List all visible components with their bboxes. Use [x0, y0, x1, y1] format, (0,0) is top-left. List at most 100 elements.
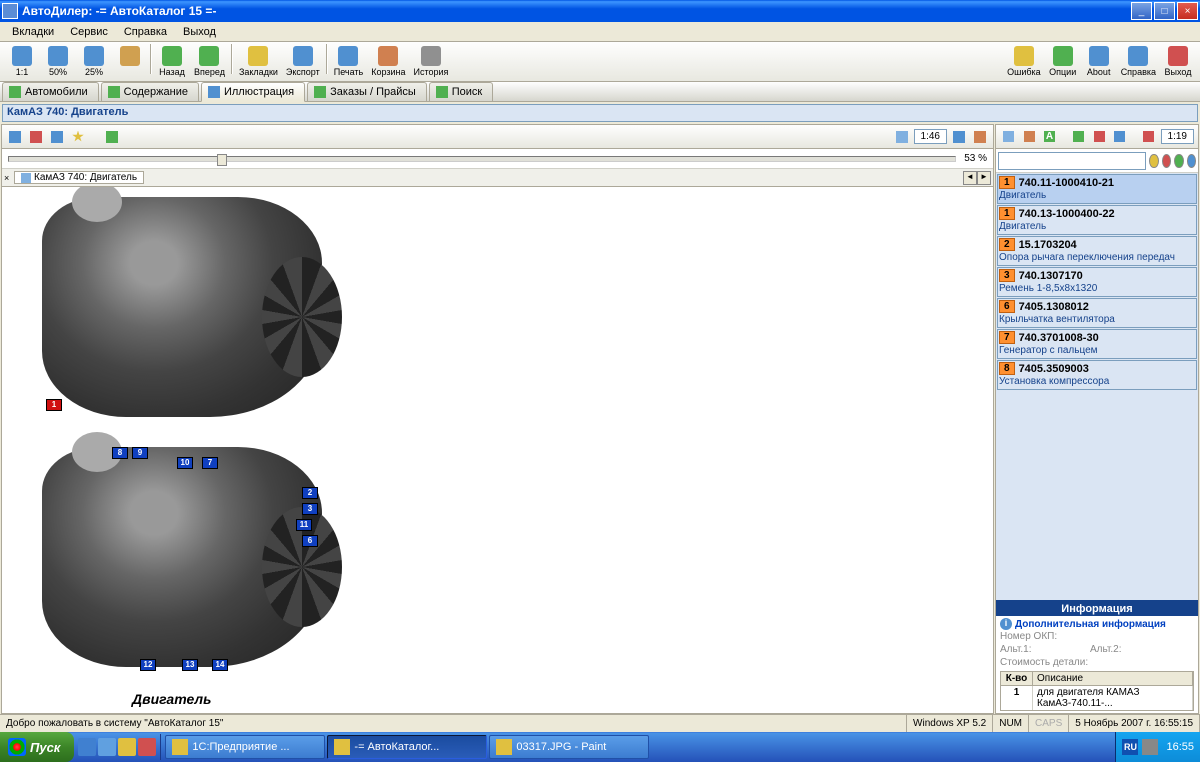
- view-button-4[interactable]: [103, 128, 121, 146]
- toolbar-Корзина[interactable]: Корзина: [367, 44, 409, 79]
- ql-icon-4[interactable]: [138, 738, 156, 756]
- close-doc-icon[interactable]: ×: [4, 173, 14, 183]
- info-link[interactable]: i Дополнительная информация: [1000, 618, 1194, 630]
- callout-6[interactable]: 6: [302, 535, 318, 547]
- callout-8[interactable]: 8: [112, 447, 128, 459]
- toolbar-Справка[interactable]: Справка: [1117, 44, 1160, 79]
- parts-btn-7[interactable]: [1140, 128, 1157, 146]
- menu-Выход[interactable]: Выход: [175, 24, 224, 40]
- search-btn-1[interactable]: [1149, 154, 1159, 168]
- part-item[interactable]: 1740.13-1000400-22Двигатель: [997, 205, 1197, 235]
- start-button[interactable]: Пуск: [0, 732, 74, 762]
- system-tray: RU 16:55: [1115, 732, 1200, 762]
- toolbar-25%[interactable]: 25%: [76, 44, 112, 79]
- tab-Автомобили[interactable]: Автомобили: [2, 82, 99, 101]
- info-row: Альт.1:Альт.2:: [1000, 643, 1194, 656]
- document-tab[interactable]: КамАЗ 740: Двигатель: [14, 171, 144, 184]
- tab-Содержание[interactable]: Содержание: [101, 82, 199, 101]
- parts-btn-5[interactable]: [1090, 128, 1107, 146]
- callout-13[interactable]: 13: [182, 659, 198, 671]
- part-item[interactable]: 3740.1307170Ремень 1-8,5х8х1320: [997, 267, 1197, 297]
- parts-btn-1[interactable]: [1000, 128, 1017, 146]
- toolbar-1:1[interactable]: 1:1: [4, 44, 40, 79]
- menu-Справка[interactable]: Справка: [116, 24, 175, 40]
- status-os: Windows XP 5.2: [907, 715, 993, 732]
- callout-7[interactable]: 7: [202, 457, 218, 469]
- parts-search-input[interactable]: [998, 152, 1146, 170]
- maximize-button[interactable]: □: [1154, 2, 1175, 20]
- parts-btn-3[interactable]: A: [1041, 128, 1058, 146]
- callout-9[interactable]: 9: [132, 447, 148, 459]
- parts-toolbar: A 1:19: [996, 125, 1198, 149]
- quick-launch: [74, 734, 161, 760]
- toolbar-50%[interactable]: 50%: [40, 44, 76, 79]
- part-item[interactable]: 215.1703204Опора рычага переключения пер…: [997, 236, 1197, 266]
- scroll-right-icon[interactable]: ►: [977, 171, 991, 185]
- view-button-2[interactable]: [27, 128, 45, 146]
- statusbar: Добро пожаловать в систему "АвтоКаталог …: [0, 714, 1200, 732]
- favorite-icon[interactable]: [69, 128, 87, 146]
- toolbar-История[interactable]: История: [410, 44, 453, 79]
- toolbar-btn[interactable]: [112, 44, 148, 79]
- toolbar-Печать[interactable]: Печать: [330, 44, 367, 79]
- parts-btn-6[interactable]: [1111, 128, 1128, 146]
- part-item[interactable]: 67405.1308012Крыльчатка вентилятора: [997, 298, 1197, 328]
- zoom-slider-thumb[interactable]: [217, 154, 227, 166]
- part-item[interactable]: 87405.3509003Установка компрессора: [997, 360, 1197, 390]
- search-btn-4[interactable]: [1187, 154, 1197, 168]
- toolbar-Закладки[interactable]: Закладки: [235, 44, 282, 79]
- main-tabs: АвтомобилиСодержаниеИллюстрацияЗаказы / …: [0, 82, 1200, 102]
- taskbar-item[interactable]: 1С:Предприятие ...: [165, 735, 325, 759]
- part-item[interactable]: 1740.11-1000410-21Двигатель: [997, 174, 1197, 204]
- scroll-left-icon[interactable]: ◄: [963, 171, 977, 185]
- callout-11[interactable]: 11: [296, 519, 312, 531]
- desc-text: для двигателя КАМАЗ КамАЗ-740.11-...: [1033, 686, 1193, 710]
- grid-toggle-icon[interactable]: [971, 128, 989, 146]
- callout-2[interactable]: 2: [302, 487, 318, 499]
- ql-icon-2[interactable]: [98, 738, 116, 756]
- menu-Сервис[interactable]: Сервис: [62, 24, 116, 40]
- illustration-canvas[interactable]: Двигатель 18910723116121314: [2, 187, 993, 713]
- callout-1[interactable]: 1: [46, 399, 62, 411]
- zoom-slider[interactable]: [8, 156, 956, 162]
- taskbar-item[interactable]: -= АвтоКаталог...: [327, 735, 487, 759]
- tray-icon-1[interactable]: [1142, 739, 1158, 755]
- search-btn-2[interactable]: [1162, 154, 1172, 168]
- toolbar-Ошибка[interactable]: Ошибка: [1003, 44, 1045, 79]
- callout-10[interactable]: 10: [177, 457, 193, 469]
- taskbar-item[interactable]: 03317.JPG - Paint: [489, 735, 649, 759]
- menu-Вкладки[interactable]: Вкладки: [4, 24, 62, 40]
- parts-search-row: [996, 149, 1198, 173]
- doc-icon: [21, 173, 31, 183]
- tab-Поиск[interactable]: Поиск: [429, 82, 493, 101]
- toolbar-Опции[interactable]: Опции: [1045, 44, 1081, 79]
- parts-list[interactable]: 1740.11-1000410-21Двигатель1740.13-10004…: [996, 173, 1198, 600]
- callout-3[interactable]: 3: [302, 503, 318, 515]
- copy-icon[interactable]: [893, 128, 911, 146]
- parts-btn-2[interactable]: [1020, 128, 1037, 146]
- toolbar-Выход[interactable]: Выход: [1160, 44, 1196, 79]
- doc-tab-label: КамАЗ 740: Двигатель: [34, 172, 137, 183]
- list-toggle-icon[interactable]: [950, 128, 968, 146]
- ql-icon-3[interactable]: [118, 738, 136, 756]
- toolbar-Вперед[interactable]: Вперед: [190, 44, 229, 79]
- toolbar-Экспорт[interactable]: Экспорт: [282, 44, 324, 79]
- part-item[interactable]: 7740.3701008-30Генератор с пальцем: [997, 329, 1197, 359]
- close-button[interactable]: ×: [1177, 2, 1198, 20]
- view-button-1[interactable]: [6, 128, 24, 146]
- toolbar-About[interactable]: About: [1081, 44, 1117, 79]
- tray-clock[interactable]: 16:55: [1166, 741, 1194, 753]
- app-icon: [2, 3, 18, 19]
- toolbar-Назад[interactable]: Назад: [154, 44, 190, 79]
- ql-icon-1[interactable]: [78, 738, 96, 756]
- search-btn-3[interactable]: [1174, 154, 1184, 168]
- callout-12[interactable]: 12: [140, 659, 156, 671]
- tab-Заказы / Прайсы[interactable]: Заказы / Прайсы: [307, 82, 427, 101]
- view-button-3[interactable]: [48, 128, 66, 146]
- minimize-button[interactable]: _: [1131, 2, 1152, 20]
- tab-Иллюстрация[interactable]: Иллюстрация: [201, 82, 305, 102]
- callout-14[interactable]: 14: [212, 659, 228, 671]
- parts-btn-4[interactable]: [1070, 128, 1087, 146]
- description-table: К-во Описание 1 для двигателя КАМАЗ КамА…: [1000, 671, 1194, 711]
- language-indicator[interactable]: RU: [1122, 739, 1138, 755]
